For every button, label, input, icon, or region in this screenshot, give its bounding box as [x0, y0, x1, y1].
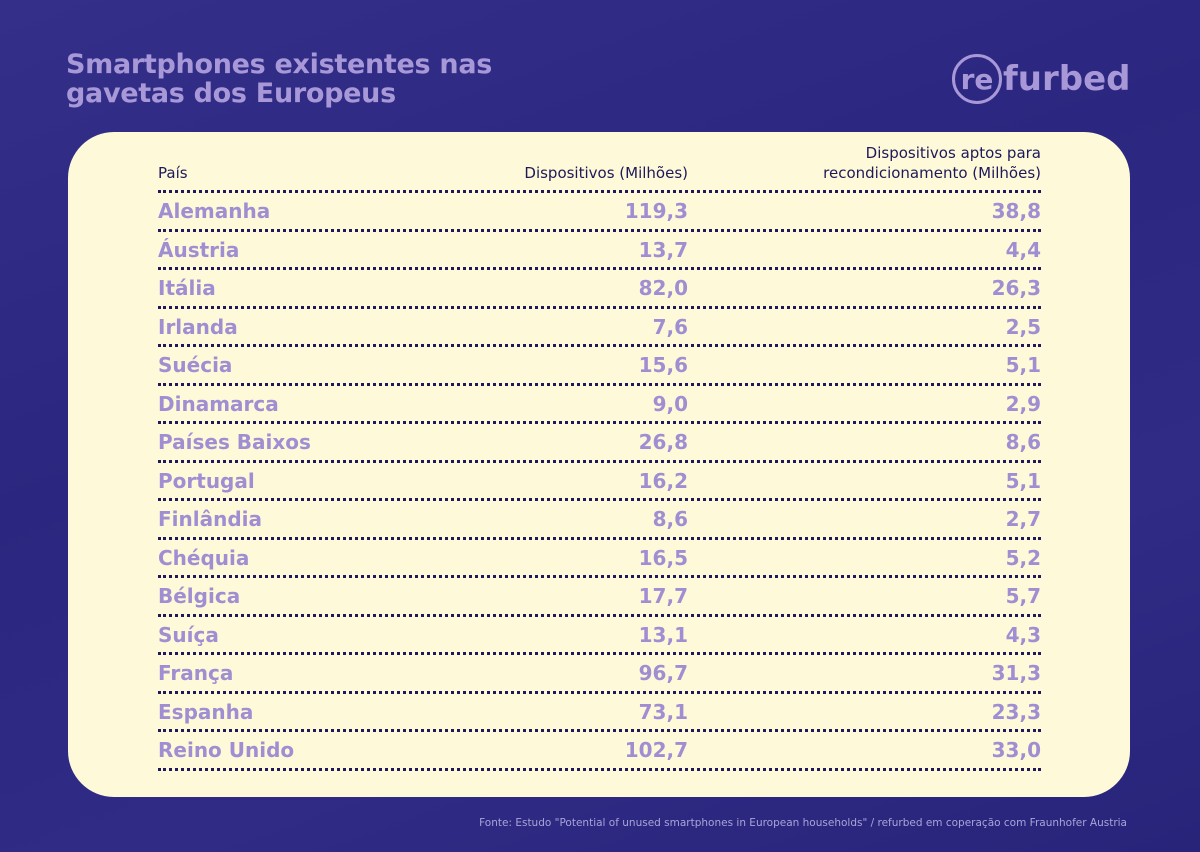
refurbishable-cell: 23,3	[991, 699, 1041, 724]
table-card: País Dispositivos (Milhões) Dispositivos…	[68, 132, 1130, 797]
table-row: Suécia 15,6 5,1	[158, 347, 1041, 386]
header-refurbishable: Dispositivos aptos para recondicionament…	[823, 144, 1041, 182]
devices-cell: 16,2	[638, 468, 688, 493]
table-row: Alemanha 119,3 38,8	[158, 193, 1041, 232]
refurbishable-cell: 8,6	[1005, 430, 1041, 454]
refurbishable-cell: 26,3	[991, 276, 1041, 300]
country-cell: Portugal	[158, 468, 255, 493]
devices-cell: 119,3	[624, 199, 688, 223]
table-row: Irlanda 7,6 2,5	[158, 309, 1041, 347]
table-row: França 96,7 31,3	[158, 655, 1041, 694]
table-row: Finlândia 8,6 2,7	[158, 501, 1041, 540]
devices-cell: 26,8	[638, 430, 688, 454]
devices-cell: 16,5	[638, 545, 688, 570]
country-cell: Alemanha	[158, 199, 271, 223]
country-cell: Chéquia	[158, 545, 250, 570]
country-cell: Espanha	[158, 699, 254, 724]
country-cell: Bélgica	[158, 584, 241, 608]
country-cell: Itália	[158, 276, 216, 300]
country-cell: Suécia	[158, 353, 233, 377]
logo-circle: re	[952, 54, 1002, 104]
source-note: Fonte: Estudo "Potential of unused smart…	[479, 817, 1127, 829]
table-row: Suíça 13,1 4,3	[158, 617, 1041, 655]
country-cell: Áustria	[158, 237, 240, 262]
refurbishable-cell: 5,2	[1005, 545, 1041, 570]
refurbishable-cell: 5,1	[1005, 468, 1041, 493]
title-line-2: gavetas dos Europeus	[66, 78, 396, 109]
devices-cell: 17,7	[638, 584, 688, 608]
country-cell: Finlândia	[158, 507, 263, 531]
page-title: Smartphones existentes nas gavetas dos E…	[66, 50, 492, 108]
table-row: Países Baixos 26,8 8,6	[158, 424, 1041, 463]
refurbishable-cell: 4,3	[1005, 622, 1041, 647]
country-cell: Dinamarca	[158, 391, 279, 416]
country-cell: Reino Unido	[158, 738, 295, 762]
devices-cell: 73,1	[638, 699, 688, 724]
devices-cell: 82,0	[638, 276, 688, 300]
table-header: País Dispositivos (Milhões) Dispositivos…	[158, 132, 1041, 193]
devices-cell: 96,7	[638, 661, 688, 685]
refurbed-logo: re furbed	[952, 54, 1131, 104]
refurbishable-cell: 4,4	[1005, 237, 1041, 262]
devices-cell: 13,1	[638, 622, 688, 647]
refurbishable-cell: 38,8	[991, 199, 1041, 223]
data-table: País Dispositivos (Milhões) Dispositivos…	[158, 132, 1041, 771]
country-cell: Irlanda	[158, 314, 238, 339]
table-row: Reino Unido 102,7 33,0	[158, 732, 1041, 771]
country-cell: Países Baixos	[158, 430, 311, 454]
refurbishable-cell: 31,3	[991, 661, 1041, 685]
devices-cell: 9,0	[652, 391, 688, 416]
title-line-1: Smartphones existentes nas	[66, 49, 493, 80]
devices-cell: 8,6	[652, 507, 688, 531]
refurbishable-cell: 2,5	[1005, 314, 1041, 339]
country-cell: França	[158, 661, 234, 685]
table-row: Chéquia 16,5 5,2	[158, 540, 1041, 578]
refurbishable-cell: 5,1	[1005, 353, 1041, 377]
country-cell: Suíça	[158, 622, 219, 647]
header-devices: Dispositivos (Milhões)	[524, 164, 688, 182]
refurbishable-cell: 33,0	[991, 738, 1041, 762]
refurbishable-cell: 2,7	[1005, 507, 1041, 531]
devices-cell: 7,6	[652, 314, 688, 339]
table-row: Portugal 16,2 5,1	[158, 463, 1041, 501]
header-country: País	[158, 164, 188, 182]
table-row: Bélgica 17,7 5,7	[158, 578, 1041, 617]
devices-cell: 15,6	[638, 353, 688, 377]
table-row: Dinamarca 9,0 2,9	[158, 386, 1041, 424]
table-row: Espanha 73,1 23,3	[158, 694, 1041, 732]
devices-cell: 13,7	[638, 237, 688, 262]
table-row: Itália 82,0 26,3	[158, 270, 1041, 309]
refurbishable-cell: 2,9	[1005, 391, 1041, 416]
refurbishable-cell: 5,7	[1005, 584, 1041, 608]
table-row: Áustria 13,7 4,4	[158, 232, 1041, 270]
devices-cell: 102,7	[624, 738, 688, 762]
logo-text: furbed	[1003, 59, 1131, 99]
